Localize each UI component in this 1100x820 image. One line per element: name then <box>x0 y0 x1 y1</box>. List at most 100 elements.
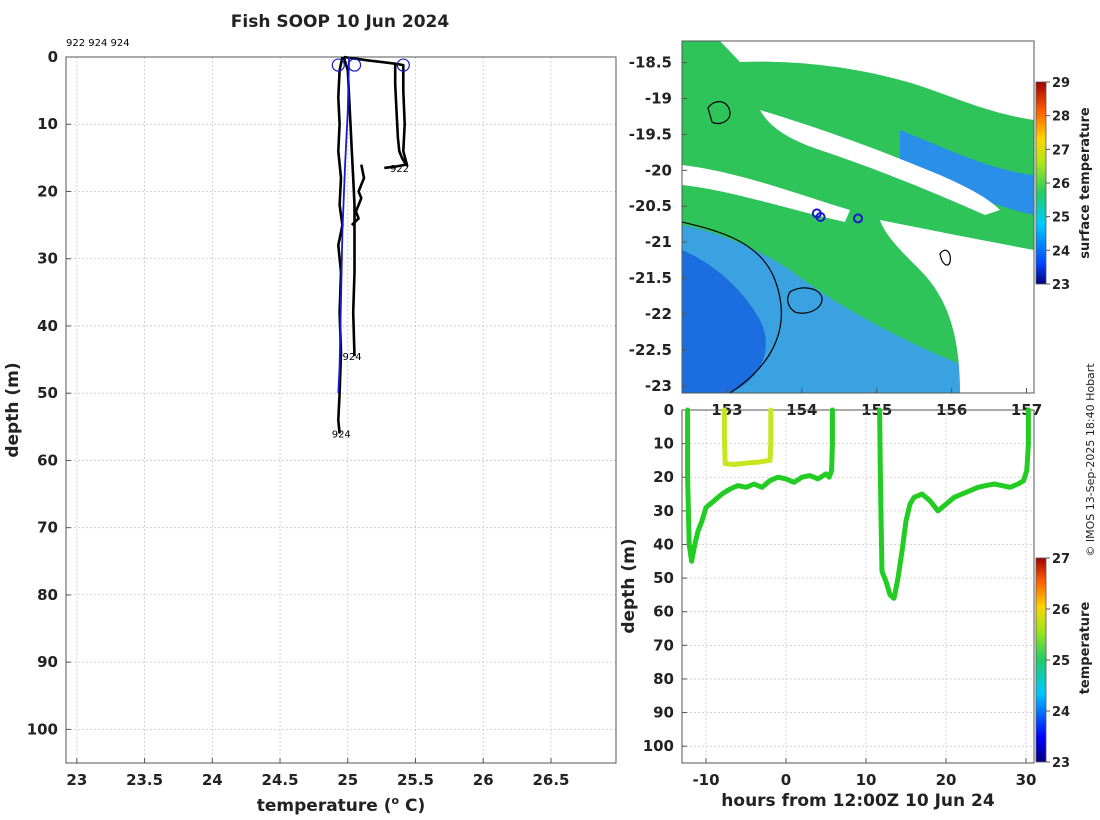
timeseries-x-tick-label: 10 <box>856 771 877 789</box>
profile-y-tick-label: 100 <box>27 720 58 738</box>
sst-cloud-band-2 <box>682 165 850 222</box>
map-y-tick-label: -19 <box>645 89 672 107</box>
map-frame <box>681 40 1035 394</box>
profile-x-tick-label: 26 <box>473 771 494 789</box>
timeseries-tracks <box>685 407 1031 601</box>
map-y-tick-label: -22.5 <box>629 341 672 359</box>
timeseries-y-tick-label: 30 <box>653 502 674 520</box>
profile-y-tick-label: 30 <box>37 250 58 268</box>
profile-id-note: 922 924 924 <box>66 38 130 49</box>
map-y-tick-label: -20.5 <box>629 197 672 215</box>
timeseries-plot-frame <box>681 409 1035 764</box>
profile-y-ticks: 0 10 20 30 40 50 60 70 80 90 100 <box>27 48 71 738</box>
timeseries-x-tick-label: 0 <box>781 771 791 789</box>
timeseries-x-tick-label: 20 <box>936 771 957 789</box>
map-y-tick-label: -18.5 <box>629 54 672 72</box>
timeseries-y-tick-label: 0 <box>664 401 674 419</box>
temperature-colorbar <box>1035 557 1047 763</box>
timeseries-y-tick-label: 90 <box>653 704 674 722</box>
temperature-colorbar-tick-label: 25 <box>1052 654 1070 669</box>
profile-y-tick-label: 70 <box>37 519 58 537</box>
profile-x-tick-label: 24.5 <box>262 771 299 789</box>
profile-y-tick-label: 90 <box>37 653 58 671</box>
profile-series-line <box>350 164 366 227</box>
timeseries-y-tick-label: 10 <box>653 435 674 453</box>
profile-series-line <box>343 55 408 170</box>
x-label-tail: C) <box>399 796 425 816</box>
profile-id-label: 922 <box>390 164 409 175</box>
profile-y-tick-label: 20 <box>37 182 58 200</box>
profile-x-axis-label: temperature (o C) <box>257 794 426 816</box>
sst-cold-region <box>682 225 1034 393</box>
profile-x-tick-label: 25 <box>337 771 358 789</box>
profile-y-tick-label: 10 <box>37 115 58 133</box>
timeseries-y-tick-label: 100 <box>643 737 674 755</box>
profile-x-tick-label: 23.5 <box>126 771 163 789</box>
profile-x-tick-label: 25.5 <box>397 771 434 789</box>
profile-series-line <box>394 62 409 167</box>
x-label-main: temperature ( <box>257 796 392 816</box>
profile-lines <box>337 55 409 434</box>
timeseries-y-tick-label: 70 <box>653 636 674 654</box>
temperature-colorbar-tick-label: 24 <box>1052 705 1070 720</box>
profile-y-tick-label: 50 <box>37 384 58 402</box>
sst-colorbar-tick-label: 24 <box>1052 244 1070 259</box>
map-y-tick-label: -19.5 <box>629 125 672 143</box>
map-y-ticks: -18.5 -19 -19.5 -20 -20.5 -21 -21.5 -22 -22.5 -23 <box>629 54 687 395</box>
timeseries-x-tick-label: -10 <box>692 771 719 789</box>
sst-colorbar-label: surface temperature <box>1078 107 1093 259</box>
map-y-tick-label: -20 <box>645 161 672 179</box>
temperature-colorbar-tick-label: 27 <box>1052 552 1070 567</box>
timeseries-y-tick-label: 80 <box>653 670 674 688</box>
sst-colorbar-tick-label: 25 <box>1052 211 1070 226</box>
map-station-marker <box>853 213 863 224</box>
profile-series-line <box>342 56 356 357</box>
profile-start-marker <box>331 58 345 72</box>
profile-y-tick-label: 80 <box>37 586 58 604</box>
profile-id-label: 924 <box>343 352 362 363</box>
profile-plot-frame <box>65 56 617 764</box>
sst-cloud-north <box>720 41 1034 120</box>
sst-colorbar-tick-label: 29 <box>1052 76 1070 91</box>
profile-x-ticks: 23 23.5 24 24.5 25 25.5 26 26.5 <box>66 758 569 789</box>
profile-grid <box>66 56 616 763</box>
temperature-colorbar-tick-label: 23 <box>1052 756 1070 771</box>
timeseries-y-axis-label: depth (m) <box>619 538 639 633</box>
profile-start-marker <box>396 58 410 72</box>
x-label-superscript: o <box>392 794 400 807</box>
timeseries-y-tick-label: 60 <box>653 603 674 621</box>
profile-y-tick-label: 40 <box>37 317 58 335</box>
sst-colorbar-ticks: 23 24 25 26 27 28 29 <box>1046 76 1070 293</box>
profile-y-tick-label: 0 <box>48 48 58 66</box>
temperature-colorbar-ticks: 23 24 25 26 27 <box>1046 552 1070 771</box>
profile-x-tick-label: 24 <box>202 771 223 789</box>
map-y-tick-label: -23 <box>645 377 672 395</box>
timeseries-track <box>721 407 774 467</box>
sst-contour-small-east <box>939 249 951 266</box>
timeseries-y-tick-label: 40 <box>653 535 674 553</box>
profile-y-tick-label: 60 <box>37 451 58 469</box>
timeseries-x-ticks: -10 0 10 20 30 <box>692 758 1036 789</box>
temperature-colorbar-label: temperature <box>1078 602 1093 695</box>
timeseries-track <box>685 407 835 564</box>
profile-labels: 922 924 924 <box>332 164 409 441</box>
timeseries-x-tick-label: 30 <box>1016 771 1037 789</box>
sst-cold-core <box>682 250 766 393</box>
temperature-colorbar-tick-label: 26 <box>1052 603 1070 618</box>
map-station-marker <box>815 212 826 222</box>
profile-start-marker <box>347 58 362 72</box>
sst-colorbar-tick-label: 23 <box>1052 278 1070 293</box>
timeseries-y-tick-label: 50 <box>653 569 674 587</box>
timeseries-y-tick-label: 20 <box>653 468 674 486</box>
timeseries-x-axis-label: hours from 12:00Z 10 Jun 24 <box>721 791 995 811</box>
profile-x-tick-label: 23 <box>66 771 87 789</box>
sst-contour-eddy <box>787 287 823 314</box>
sst-contour-line <box>682 221 782 393</box>
credit-text: © IMOS 13-Sep-2025 18:40 Hobart <box>1084 363 1097 557</box>
sst-colorbar <box>1035 81 1047 285</box>
map-y-tick-label: -21 <box>645 233 672 251</box>
sst-blue-band-east <box>900 130 1034 215</box>
sst-colorbar-tick-label: 28 <box>1052 110 1070 125</box>
profile-x-tick-label: 26.5 <box>532 771 569 789</box>
